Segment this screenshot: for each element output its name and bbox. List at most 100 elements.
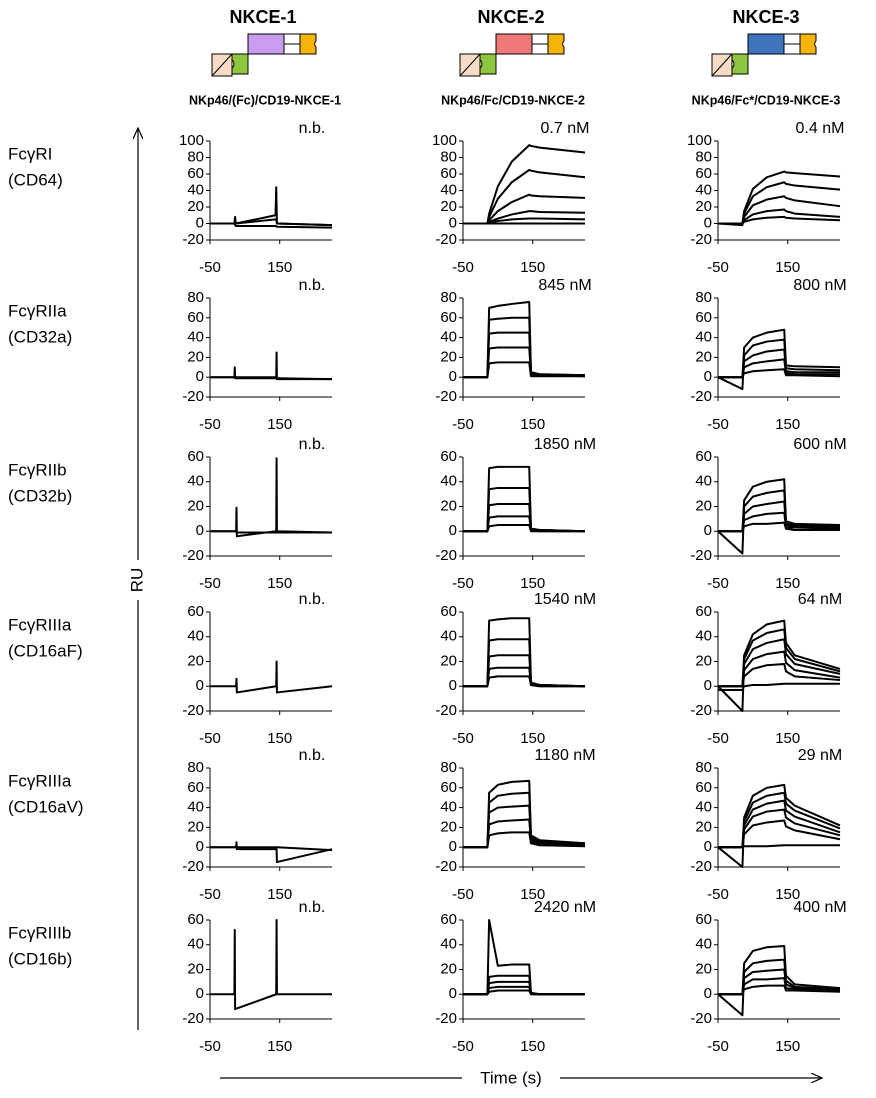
y-tick-label: -20 xyxy=(690,388,712,405)
sensorgram-curve xyxy=(210,222,333,229)
row-label: FcγRIIIb xyxy=(8,923,71,942)
sensorgram-curve xyxy=(463,331,585,379)
y-tick-label: -20 xyxy=(690,858,712,875)
y-tick-label: 60 xyxy=(187,911,204,928)
row-label: (CD32b) xyxy=(8,486,72,505)
y-tick-label: 0 xyxy=(196,368,204,385)
annotation: 64 nM xyxy=(798,591,842,608)
y-tick-label: 0 xyxy=(449,214,457,231)
y-tick-label: 20 xyxy=(187,652,204,669)
y-tick-label: 20 xyxy=(695,497,712,514)
annotation: 0.4 nM xyxy=(796,120,845,137)
row-label: (CD16aF) xyxy=(8,641,83,660)
x-tick-label: 150 xyxy=(775,416,800,433)
sensorgram-curve xyxy=(718,215,841,225)
x-tick-label: 150 xyxy=(775,886,800,903)
x-tick-label: -50 xyxy=(452,730,474,747)
x-tick-label: -50 xyxy=(452,886,474,903)
y-tick-label: 0 xyxy=(704,838,712,855)
y-tick-label: 80 xyxy=(187,759,204,776)
y-tick-label: 60 xyxy=(695,309,712,326)
sensorgram-curve xyxy=(463,465,586,533)
x-tick-label: 150 xyxy=(775,259,800,276)
y-tick-label: 60 xyxy=(440,448,457,465)
y-tick-label: 20 xyxy=(187,198,204,215)
y-tick-label: 40 xyxy=(187,936,204,953)
y-tick-label: -20 xyxy=(690,231,712,248)
y-tick-label: 80 xyxy=(187,148,204,165)
annotation: 29 nM xyxy=(798,747,842,764)
sensorgram-curve xyxy=(463,989,585,996)
column-title: NKCE-1 xyxy=(229,7,296,27)
sensorgram-curve xyxy=(717,791,841,868)
y-tick-label: 20 xyxy=(440,198,457,215)
y-tick-label: 20 xyxy=(440,960,457,977)
y-tick-label: -20 xyxy=(435,547,457,564)
sensorgram-curve xyxy=(717,489,841,555)
sensorgram-curve xyxy=(463,919,585,996)
annotation: 845 nM xyxy=(538,277,591,294)
annotation: n.b. xyxy=(299,436,326,453)
y-tick-label: 40 xyxy=(187,799,204,816)
y-tick-label: 0 xyxy=(196,522,204,539)
sensorgram-curve xyxy=(463,210,586,225)
y-tick-label: 0 xyxy=(449,985,457,1002)
y-tick-label: 20 xyxy=(187,348,204,365)
y-tick-label: 100 xyxy=(432,132,457,149)
y-tick-label: 0 xyxy=(449,368,457,385)
y-tick-label: 40 xyxy=(695,473,712,490)
sensorgram-curve xyxy=(717,628,841,712)
y-tick-label: 60 xyxy=(187,448,204,465)
y-tick-label: -20 xyxy=(690,1010,712,1027)
x-tick-label: 150 xyxy=(520,730,545,747)
column-subtitle: NKp46/Fc*/CD19-NKCE-3 xyxy=(692,93,841,107)
x-tick-label: -50 xyxy=(452,575,474,592)
y-tick-label: 0 xyxy=(449,522,457,539)
y-tick-label: 0 xyxy=(196,214,204,231)
x-tick-label: -50 xyxy=(199,259,221,276)
y-tick-label: 20 xyxy=(695,198,712,215)
sensorgram-curve xyxy=(463,831,586,849)
sensorgram-curve xyxy=(463,654,586,688)
sensorgram-curve xyxy=(463,675,585,688)
x-tick-label: -50 xyxy=(707,730,729,747)
y-tick-label: 20 xyxy=(440,348,457,365)
sensorgram-curve xyxy=(718,500,841,533)
y-tick-label: 20 xyxy=(440,652,457,669)
row-label: (CD32a) xyxy=(8,327,72,346)
y-tick-label: 60 xyxy=(440,165,457,182)
x-tick-label: 150 xyxy=(267,886,292,903)
y-tick-label: 20 xyxy=(187,497,204,514)
y-tick-label: 0 xyxy=(704,368,712,385)
sensorgram-curve xyxy=(210,841,333,864)
y-tick-label: 40 xyxy=(695,799,712,816)
y-tick-label: 60 xyxy=(440,309,457,326)
sensorgram-curve xyxy=(210,376,333,381)
y-tick-label: 40 xyxy=(440,181,457,198)
y-tick-label: 0 xyxy=(704,985,712,1002)
x-tick-label: 150 xyxy=(267,259,292,276)
construct-icon xyxy=(711,33,817,77)
annotation: n.b. xyxy=(299,120,326,137)
y-tick-label: 80 xyxy=(187,289,204,306)
y-tick-label: -20 xyxy=(182,231,204,248)
y-tick-label: 0 xyxy=(704,214,712,231)
column-subtitle: NKp46/Fc/CD19-NKCE-2 xyxy=(441,93,585,107)
x-tick-label: -50 xyxy=(199,886,221,903)
y-tick-label: -20 xyxy=(435,858,457,875)
y-tick-label: 20 xyxy=(695,960,712,977)
sensorgram-curve xyxy=(210,846,333,852)
sensorgram-curve xyxy=(718,844,840,849)
y-tick-label: 80 xyxy=(440,759,457,776)
x-tick-label: 150 xyxy=(520,416,545,433)
x-tick-label: 150 xyxy=(775,730,800,747)
y-tick-label: 20 xyxy=(440,497,457,514)
y-tick-label: 80 xyxy=(440,148,457,165)
row-label: (CD16aV) xyxy=(8,797,84,816)
y-tick-label: -20 xyxy=(435,702,457,719)
y-tick-label: -20 xyxy=(182,388,204,405)
construct-icon xyxy=(211,33,317,77)
sensorgram-curve xyxy=(718,682,840,691)
y-tick-label: 60 xyxy=(440,603,457,620)
x-tick-label: -50 xyxy=(452,416,474,433)
